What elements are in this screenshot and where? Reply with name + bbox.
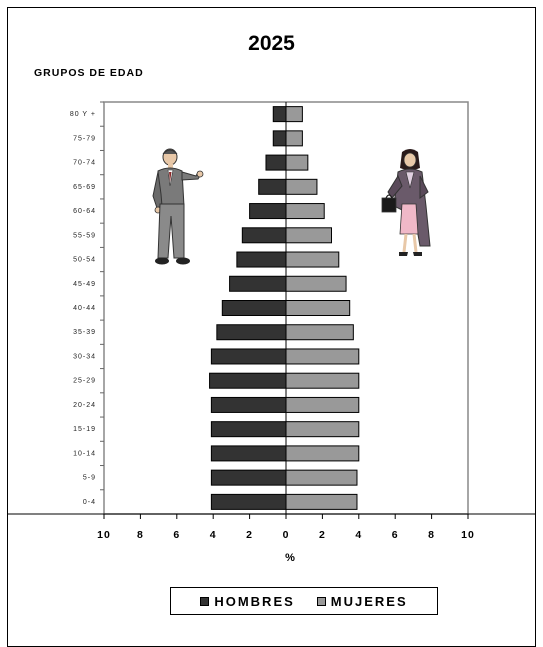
- legend-label-mujeres: MUJERES: [330, 593, 408, 609]
- legend-item-hombres: HOMBRES: [200, 594, 294, 609]
- bar-hombres-45-49: [229, 275, 287, 292]
- bar-hombres-35-39: [216, 324, 287, 341]
- bar-hombres-80 Y +: [272, 106, 287, 123]
- bar-hombres-50-54: [236, 251, 287, 268]
- bar-hombres-60-64: [249, 203, 287, 220]
- category-label: 65-69: [73, 184, 96, 191]
- bar-mujeres-70-74: [285, 154, 309, 171]
- bar-mujeres-50-54: [285, 251, 340, 268]
- bar-hombres-75-79: [272, 130, 287, 147]
- x-tick-label: 2: [319, 529, 326, 541]
- bar-hombres-40-44: [221, 300, 287, 316]
- bar-hombres-25-29: [209, 372, 287, 389]
- bar-mujeres-80 Y +: [285, 106, 303, 123]
- category-label: 75-79: [73, 135, 96, 142]
- x-tick-label: 4: [210, 529, 217, 541]
- category-label: 55-59: [73, 232, 96, 239]
- legend-label-hombres: HOMBRES: [214, 593, 295, 609]
- bar-hombres-55-59: [241, 227, 287, 244]
- legend-item-mujeres: MUJERES: [316, 593, 408, 609]
- x-tick-label: 10: [461, 529, 475, 541]
- bar-mujeres-40-44: [285, 300, 351, 316]
- x-axis-label: %: [285, 552, 295, 564]
- bar-mujeres-15-19: [285, 421, 360, 438]
- bar-mujeres-35-39: [285, 324, 354, 341]
- x-tick-label: 4: [355, 529, 362, 541]
- bar-mujeres-10-14: [285, 445, 360, 462]
- businessman-icon: [152, 148, 204, 265]
- x-tick-label: 10: [97, 529, 111, 541]
- x-tick-label: 8: [137, 529, 144, 541]
- bar-hombres-10-14: [210, 445, 287, 462]
- bar-mujeres-0-4: [285, 493, 358, 510]
- bar-mujeres-75-79: [285, 130, 303, 147]
- category-label: 5-9: [83, 475, 96, 482]
- category-label: 70-74: [73, 160, 96, 167]
- businesswoman-icon: [381, 149, 431, 256]
- category-label: 35-39: [73, 329, 96, 336]
- bar-mujeres-45-49: [285, 275, 347, 292]
- x-tick-label: 2: [246, 529, 253, 541]
- bar-hombres-15-19: [210, 421, 287, 438]
- bar-hombres-65-69: [258, 178, 287, 195]
- x-tick-label: 6: [392, 529, 399, 541]
- bar-mujeres-5-9: [285, 469, 358, 486]
- bar-mujeres-20-24: [285, 396, 360, 413]
- population-pyramid: 0-4 5-9 10-14 15-19 20-24 25-29 30-34 35-39 40-4…: [8, 101, 535, 541]
- bar-mujeres-60-64: [285, 203, 325, 220]
- bar-hombres-5-9: [210, 469, 287, 486]
- bar-mujeres-25-29: [285, 372, 360, 389]
- category-label: 45-49: [73, 281, 96, 288]
- bar-mujeres-65-69: [285, 178, 318, 195]
- bar-hombres-70-74: [265, 154, 287, 171]
- bar-mujeres-55-59: [285, 227, 332, 244]
- legend-swatch-hombres: [200, 596, 210, 606]
- category-label: 10-14: [73, 450, 96, 457]
- x-tick-label: 6: [173, 529, 180, 541]
- legend: HOMBRES MUJERES: [170, 587, 438, 615]
- legend-swatch-mujeres: [316, 596, 326, 606]
- category-label: 80 Y +: [70, 111, 96, 118]
- category-label: 30-34: [73, 353, 96, 360]
- category-label: 40-44: [73, 305, 96, 312]
- category-label: 0-4: [83, 499, 96, 506]
- category-label: 15-19: [73, 426, 96, 433]
- bar-hombres-30-34: [210, 348, 287, 365]
- category-label: 50-54: [73, 257, 96, 264]
- x-tick-label: 0: [283, 529, 290, 541]
- category-label: 60-64: [73, 208, 96, 215]
- bar-mujeres-30-34: [285, 348, 360, 365]
- bar-hombres-20-24: [210, 396, 287, 413]
- category-label: 20-24: [73, 402, 96, 409]
- chart-title: 2025: [248, 32, 295, 55]
- y-axis-label: GRUPOS DE EDAD: [34, 67, 144, 79]
- category-label: 25-29: [73, 378, 96, 385]
- bar-hombres-0-4: [210, 493, 287, 510]
- x-tick-label: 8: [428, 529, 435, 541]
